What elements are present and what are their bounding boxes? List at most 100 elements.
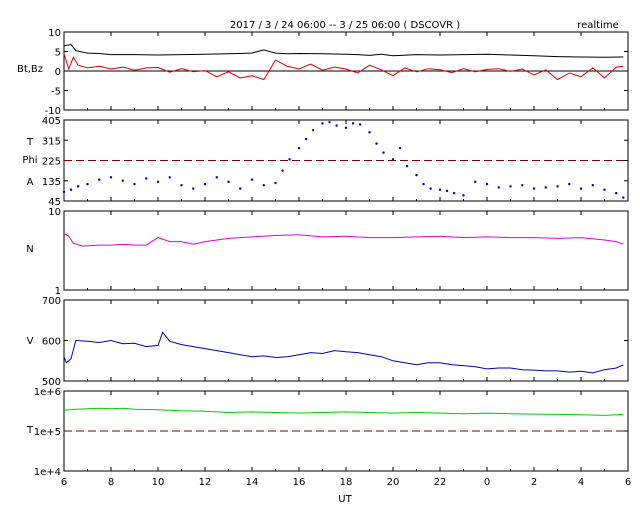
x-tick-label: 4: [578, 477, 584, 488]
y-tick-label: 500: [42, 377, 61, 388]
data-point-phi: [274, 181, 277, 185]
data-point-phi: [358, 123, 362, 126]
data-point-phi: [69, 188, 73, 191]
y-axis-label: Phi: [22, 155, 37, 166]
y-tick-label: 700: [42, 296, 61, 307]
data-point-phi: [568, 182, 571, 186]
y-tick-label: 600: [42, 337, 61, 348]
chart-title: 2017 / 3 / 24 06:00 -- 3 / 25 06:00 ( DS…: [230, 20, 460, 31]
y-axis-label: V: [27, 336, 34, 347]
data-point-phi: [328, 121, 331, 124]
data-point-phi: [156, 180, 160, 184]
data-point-phi: [422, 182, 425, 186]
y-axis-label: Bt,Bz: [17, 64, 43, 75]
data-point-phi: [76, 185, 80, 188]
data-point-phi: [497, 186, 500, 189]
data-point-phi: [445, 189, 449, 193]
y-tick-label: 405: [42, 116, 61, 127]
data-point-phi: [288, 158, 291, 161]
data-point-phi: [438, 188, 442, 191]
panel-frame-density: [63, 210, 629, 291]
y-axis-label: T: [26, 425, 34, 436]
data-point-phi: [368, 131, 371, 134]
x-tick-label: 16: [293, 477, 306, 488]
y-tick-label: -10: [45, 106, 61, 117]
data-point-phi: [86, 182, 89, 186]
x-tick-label: 12: [199, 477, 212, 488]
y-tick-label: 5: [55, 48, 61, 59]
data-point-phi: [509, 185, 512, 188]
data-point-phi: [544, 186, 547, 189]
x-tick-label: 20: [387, 477, 400, 488]
data-point-phi: [603, 188, 606, 191]
panel-frame-speed: [63, 299, 629, 382]
x-axis-label: UT: [338, 494, 352, 505]
y-tick-label: 315: [42, 136, 61, 147]
y-tick-label: 1: [55, 286, 61, 297]
data-point-phi: [145, 177, 148, 180]
series-line-bt: [63, 43, 624, 58]
x-tick-label: 6: [61, 477, 67, 488]
y-tick-label: 1e+4: [34, 467, 61, 478]
data-point-phi: [192, 187, 195, 190]
y-tick-label: 0: [55, 67, 61, 78]
data-point-phi: [281, 169, 284, 172]
x-tick-label: 6: [625, 477, 631, 488]
data-point-phi: [215, 176, 218, 179]
y-axis-label: N: [26, 244, 33, 255]
data-point-phi: [133, 182, 136, 186]
x-tick-label: 8: [108, 477, 114, 488]
data-point-phi: [311, 128, 315, 132]
data-point-phi: [304, 137, 308, 141]
data-point-phi: [98, 178, 101, 181]
y-axis-label: T: [26, 137, 34, 148]
y-tick-label: 225: [42, 157, 61, 168]
y-tick-label: -5: [51, 87, 61, 98]
data-point-phi: [521, 184, 524, 187]
y-tick-label: 1e+5: [34, 427, 61, 438]
data-point-phi: [485, 182, 489, 186]
data-point-phi: [622, 196, 625, 199]
x-tick-label: 0: [484, 477, 490, 488]
data-point-phi: [579, 187, 583, 190]
data-point-phi: [227, 180, 230, 184]
data-point-phi: [109, 176, 113, 179]
y-tick-label: 45: [48, 197, 61, 208]
data-point-phi: [203, 182, 207, 186]
x-tick-label: 2: [531, 477, 537, 488]
data-point-phi: [382, 151, 385, 154]
data-point-phi: [239, 187, 242, 190]
data-point-phi: [180, 184, 183, 187]
data-point-phi: [250, 178, 254, 181]
data-point-phi: [462, 194, 465, 197]
data-point-phi: [532, 187, 536, 190]
data-point-phi: [452, 191, 456, 195]
data-point-phi: [405, 164, 409, 168]
y-tick-label: 10: [48, 207, 61, 218]
y-tick-label: 10: [48, 28, 61, 39]
data-point-phi: [351, 122, 355, 125]
data-point-phi: [344, 126, 348, 130]
x-tick-label: 14: [246, 477, 259, 488]
data-point-phi: [168, 176, 171, 179]
data-point-phi: [398, 146, 402, 150]
y-tick-label: 1e+6: [34, 387, 61, 398]
data-point-phi: [591, 184, 594, 187]
x-tick-label: 10: [152, 477, 165, 488]
data-point-phi: [429, 187, 432, 190]
x-tick-label: 22: [434, 477, 447, 488]
series-line-bz: [63, 53, 624, 81]
series-line-v: [63, 331, 624, 374]
data-point-phi: [615, 191, 618, 195]
data-point-phi: [262, 184, 265, 187]
series-line-n: [63, 232, 624, 247]
y-tick-label: 135: [42, 177, 61, 188]
x-tick-label: 18: [340, 477, 353, 488]
data-point-phi: [556, 185, 559, 188]
data-point-phi: [335, 124, 338, 127]
y-axis-label: A: [27, 177, 34, 188]
data-point-phi: [415, 173, 418, 177]
data-point-phi: [375, 142, 378, 145]
